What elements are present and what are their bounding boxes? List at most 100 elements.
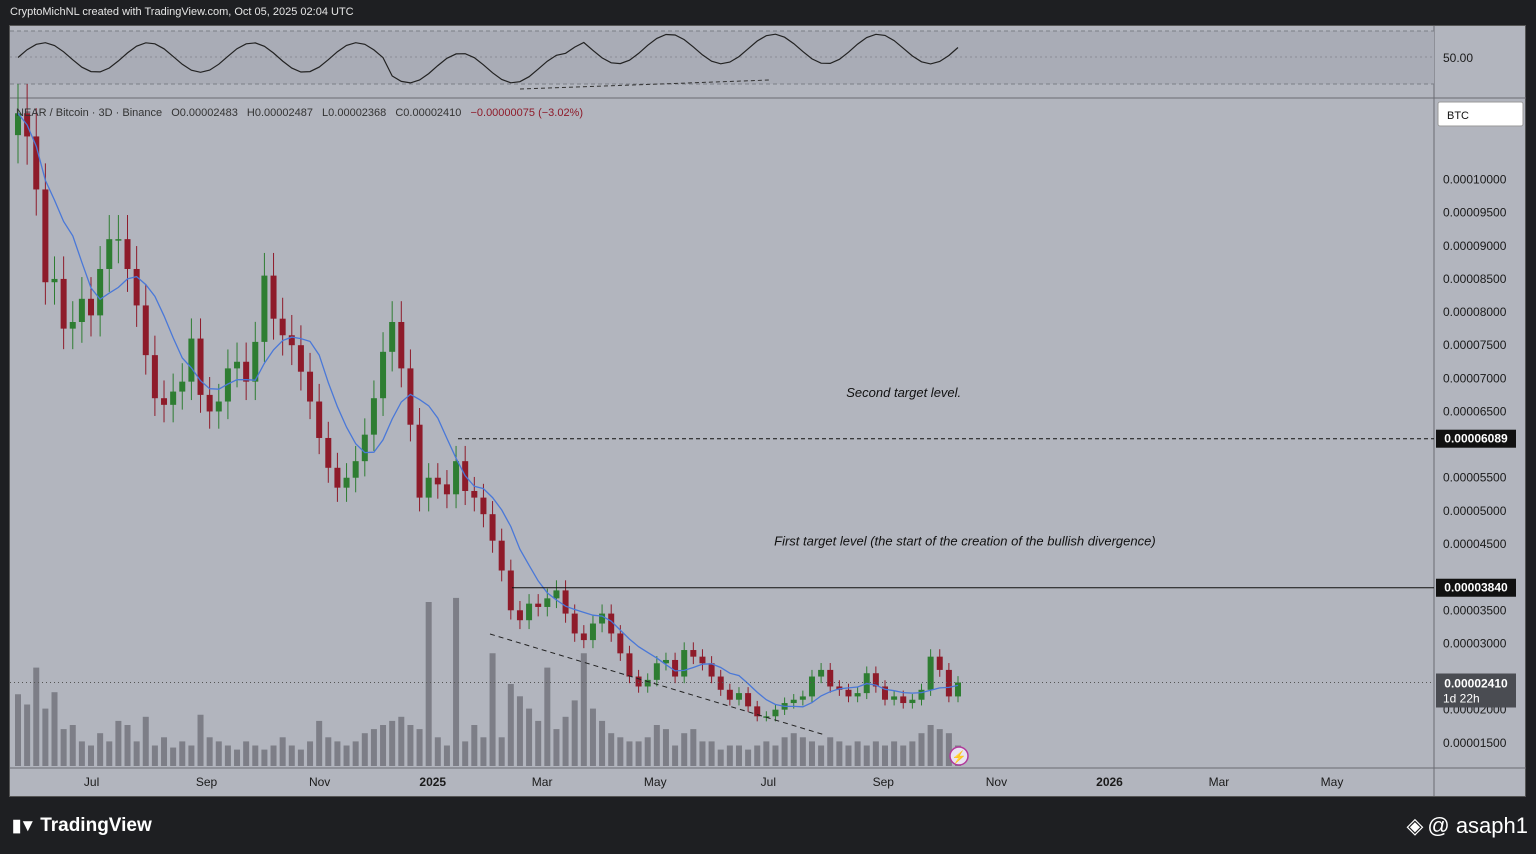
candle-body <box>553 590 560 599</box>
volume-bar <box>708 741 715 766</box>
price-tick-label: 0.00001500 <box>1443 736 1507 750</box>
candle-body <box>407 368 414 425</box>
volume-bar <box>881 745 888 766</box>
time-tick-label: 2025 <box>419 775 446 789</box>
candle-body <box>881 686 888 700</box>
volume-bar <box>489 653 496 766</box>
lightning-icon[interactable] <box>949 746 969 766</box>
volume-bar <box>106 741 113 766</box>
volume-bar <box>60 729 67 766</box>
volume-bar <box>224 745 231 766</box>
volume-bar <box>507 684 514 766</box>
rsi-line <box>17 33 959 84</box>
price-tick-label: 0.00007500 <box>1443 338 1507 352</box>
candle-body <box>161 398 168 405</box>
volume-bar <box>453 597 460 766</box>
diamond-logo-icon: ◈ <box>1406 813 1424 838</box>
time-tick-label: May <box>644 775 667 789</box>
volume-bar <box>389 720 396 766</box>
candle-body <box>197 338 204 395</box>
volume-bar <box>772 745 779 766</box>
volume-bar <box>197 714 204 766</box>
volume-bar <box>462 741 469 766</box>
volume-bar <box>626 741 633 766</box>
candle-body <box>389 322 396 352</box>
credit-text: @ asaph1 <box>1427 813 1528 838</box>
price-tick-label: 0.00009000 <box>1443 239 1507 253</box>
volume-bar <box>863 745 870 766</box>
volume-bar <box>808 741 815 766</box>
price-tick-label: 0.00005000 <box>1443 504 1507 518</box>
candle-body <box>179 381 186 392</box>
volume-bar <box>471 725 478 766</box>
candle-body <box>480 497 487 515</box>
time-tick-label: Sep <box>873 775 895 789</box>
currency-badge-label: BTC <box>1447 110 1469 122</box>
volume-bar <box>690 729 697 766</box>
second-target-price-label: 0.00006089 <box>1444 432 1508 446</box>
volume-bar <box>745 749 752 766</box>
candle-body <box>453 461 460 495</box>
candle-body <box>370 398 377 435</box>
volume-bar <box>681 733 688 766</box>
time-tick-label: Jul <box>84 775 99 789</box>
candle-body <box>270 275 277 319</box>
volume-bar <box>370 729 377 766</box>
chart-frame[interactable] <box>9 25 1526 797</box>
divergence-trendline[interactable] <box>489 633 826 736</box>
volume-bar <box>580 653 587 766</box>
volume-bar <box>434 737 441 766</box>
candle-body <box>133 268 140 306</box>
time-tick-label: Nov <box>309 775 330 789</box>
candle-body <box>955 682 961 697</box>
volume-bar <box>288 745 295 766</box>
volume-bar <box>498 737 505 766</box>
volume-bar <box>535 720 542 766</box>
candle-body <box>334 467 341 488</box>
tradingview-logo[interactable]: ▮▼ TradingView <box>12 815 152 837</box>
volume-bar <box>553 729 560 766</box>
volume-bar <box>516 696 523 766</box>
volume-bar <box>900 745 907 766</box>
volume-bar <box>307 741 314 766</box>
candle-body <box>425 477 432 498</box>
volume-bar <box>909 741 916 766</box>
candle-body <box>507 570 514 611</box>
moving-average-line <box>17 112 959 708</box>
candle-body <box>562 590 569 614</box>
candle-body <box>252 341 259 382</box>
volume-bar <box>735 745 742 766</box>
second-target-annotation: Second target level. <box>846 385 961 400</box>
volume-bar <box>316 720 323 766</box>
currency-badge[interactable] <box>1437 101 1524 127</box>
candle-body <box>288 335 295 346</box>
volume-bar <box>361 733 368 766</box>
volume-bar <box>945 733 952 766</box>
volume-bar <box>617 737 624 766</box>
candle-body <box>681 650 688 677</box>
candle-body <box>836 686 843 690</box>
candles <box>15 84 961 722</box>
volume-bar <box>608 733 615 766</box>
volume-bar <box>635 741 642 766</box>
volume-bar <box>544 667 551 766</box>
volume-bar <box>827 737 834 766</box>
candle-body <box>234 361 241 369</box>
candle-body <box>69 322 76 329</box>
volume-bar <box>653 725 660 766</box>
tradingview-mark-icon: ▮▼ <box>12 816 36 835</box>
candle-body <box>754 706 761 717</box>
candle-body <box>735 693 742 700</box>
candle-body <box>297 345 304 372</box>
candle-body <box>808 676 815 697</box>
volume-bar <box>726 745 733 766</box>
rsi-label: 50.00 <box>1443 51 1473 65</box>
candle-body <box>672 659 679 677</box>
volume-bar <box>334 741 341 766</box>
candle-body <box>900 696 907 704</box>
volume-bar <box>407 725 414 766</box>
volume-bar <box>918 733 925 766</box>
volume-bar <box>206 737 213 766</box>
candle-body <box>307 371 314 402</box>
